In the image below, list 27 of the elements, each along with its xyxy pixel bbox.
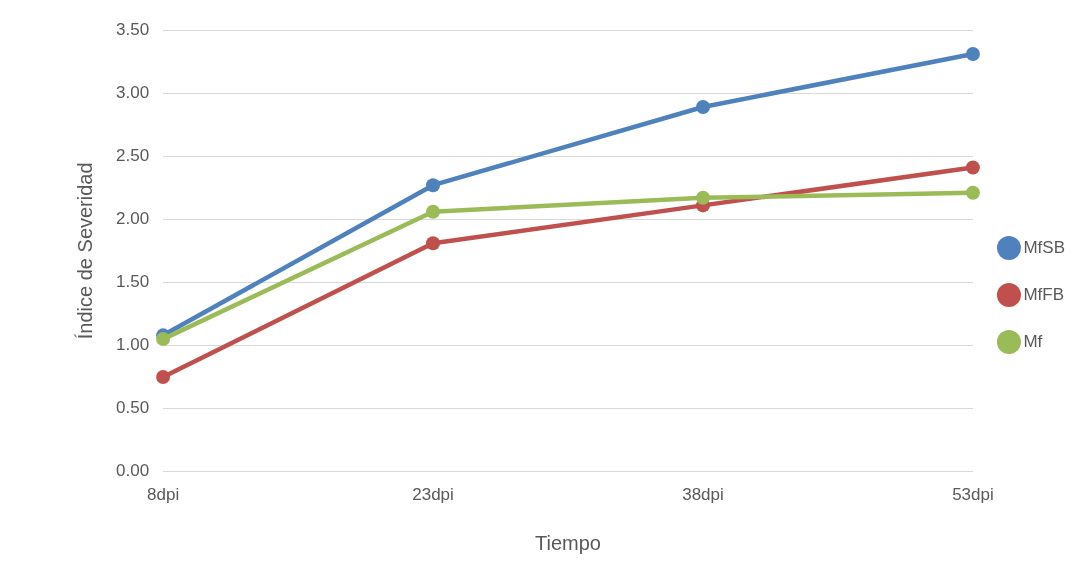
x-tick-label: 8dpi [147,485,180,505]
y-tick-label: 1.50 [115,272,150,292]
x-tick-label: 38dpi [682,485,724,505]
y-tick-label: 0.00 [115,461,150,481]
y-tick-label: 2.50 [115,145,150,165]
y-tick-label: 0.50 [115,398,150,418]
point [426,204,441,219]
point [695,190,710,205]
point [156,369,171,384]
point [965,46,980,61]
legend-label: Mf [1023,331,1043,351]
point [426,178,441,193]
y-tick-label: 3.50 [115,19,150,39]
point [965,160,980,175]
x-tick-label: 53dpi [952,485,994,505]
legend-label: MfFB [1023,284,1065,304]
point [965,185,980,200]
y-tick-label: 2.00 [115,208,150,228]
point [156,332,171,347]
point [426,236,441,251]
x-axis-title: Tiempo [535,531,601,554]
y-axis-title: Índice de Severidad [73,162,96,340]
x-tick-label: 23dpi [412,485,454,505]
y-tick-label: 1.00 [115,335,150,355]
point [695,99,710,114]
y-tick-label: 3.00 [115,82,150,102]
legend-label: MfSB [1023,237,1065,257]
